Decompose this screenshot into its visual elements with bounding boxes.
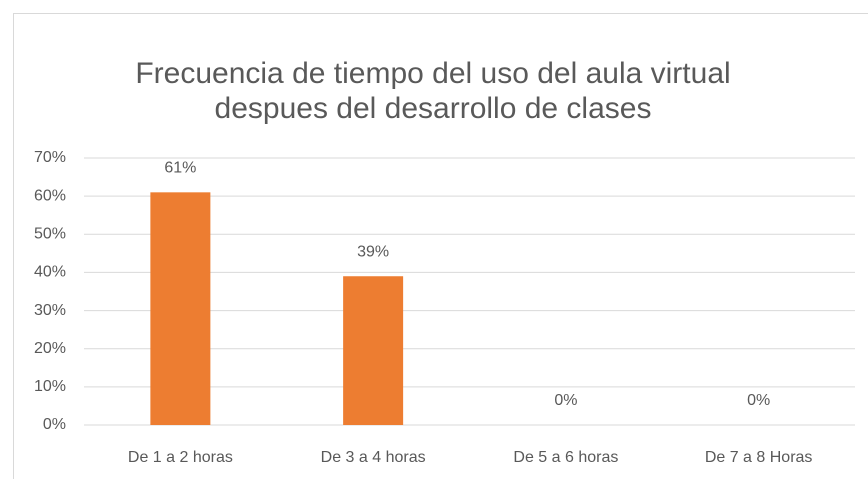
y-tick-label: 10% [34, 378, 66, 395]
bar [343, 276, 404, 425]
data-label: 0% [554, 392, 577, 409]
y-tick-label: 30% [34, 302, 66, 319]
x-tick-label: De 1 a 2 horas [128, 449, 233, 466]
data-label: 39% [357, 243, 389, 260]
y-tick-label: 0% [43, 416, 66, 433]
y-tick-label: 50% [34, 226, 66, 243]
y-tick-label: 70% [34, 149, 66, 166]
data-label: 0% [747, 392, 770, 409]
x-tick-label: De 7 a 8 Horas [705, 449, 813, 466]
y-tick-label: 40% [34, 264, 66, 281]
y-tick-label: 20% [34, 340, 66, 357]
chart-title: despues del desarrollo de clases [215, 92, 652, 125]
y-tick-label: 60% [34, 187, 66, 204]
x-tick-label: De 3 a 4 horas [321, 449, 426, 466]
x-tick-label: De 5 a 6 horas [513, 449, 618, 466]
bar [150, 192, 211, 425]
data-label: 61% [164, 160, 196, 177]
chart-title: Frecuencia de tiempo del uso del aula vi… [135, 57, 730, 90]
